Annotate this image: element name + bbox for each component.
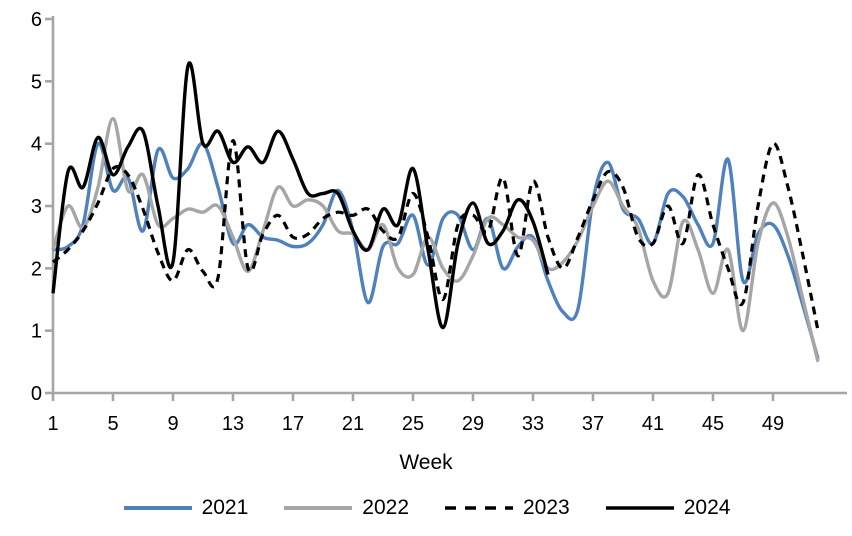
x-tick-label: 13 xyxy=(222,413,244,435)
series-line-2023 xyxy=(51,138,820,332)
y-tick-label: 4 xyxy=(31,134,42,156)
x-tick-label: 1 xyxy=(47,413,58,435)
legend-line-2023-icon xyxy=(445,506,513,510)
y-tick-label: 3 xyxy=(31,196,42,218)
legend-label-2022: 2022 xyxy=(362,496,409,519)
legend-label-2021: 2021 xyxy=(201,496,249,519)
x-tick-label: 21 xyxy=(342,413,364,435)
y-tick-label: 6 xyxy=(31,9,42,31)
y-tick-label: 2 xyxy=(31,258,42,280)
legend-line-2024-icon xyxy=(605,506,674,510)
y-tick-label: 1 xyxy=(31,321,42,343)
x-tick-label: 33 xyxy=(522,413,544,435)
x-tick-label: 9 xyxy=(167,413,178,435)
legend-label-2024: 2024 xyxy=(683,496,731,519)
series-line-2024 xyxy=(51,61,550,330)
x-axis-title: Week xyxy=(399,451,453,474)
chart-legend: 2021 2022 2023 2024 xyxy=(0,496,852,520)
x-tick-label: 45 xyxy=(702,413,724,435)
legend-item-2022: 2022 xyxy=(282,496,409,520)
y-tick-label: 5 xyxy=(31,71,42,93)
y-tick-label: 0 xyxy=(31,383,42,405)
legend-label-2023: 2023 xyxy=(523,496,570,519)
legend-line-2022-icon xyxy=(284,506,353,510)
x-tick-label: 41 xyxy=(642,413,664,435)
x-tick-label: 25 xyxy=(402,413,424,435)
legend-item-2024: 2024 xyxy=(604,496,731,520)
legend-line-2021-icon xyxy=(123,506,192,510)
series-line-2022 xyxy=(51,116,820,363)
legend-item-2021: 2021 xyxy=(122,496,249,520)
legend-item-2023: 2023 xyxy=(443,496,570,520)
x-tick-label: 37 xyxy=(582,413,604,435)
x-tick-label: 49 xyxy=(762,413,784,435)
x-tick-label: 17 xyxy=(282,413,304,435)
series-line-2021 xyxy=(52,141,820,360)
x-tick-label: 5 xyxy=(107,413,118,435)
x-tick-label: 29 xyxy=(462,413,484,435)
